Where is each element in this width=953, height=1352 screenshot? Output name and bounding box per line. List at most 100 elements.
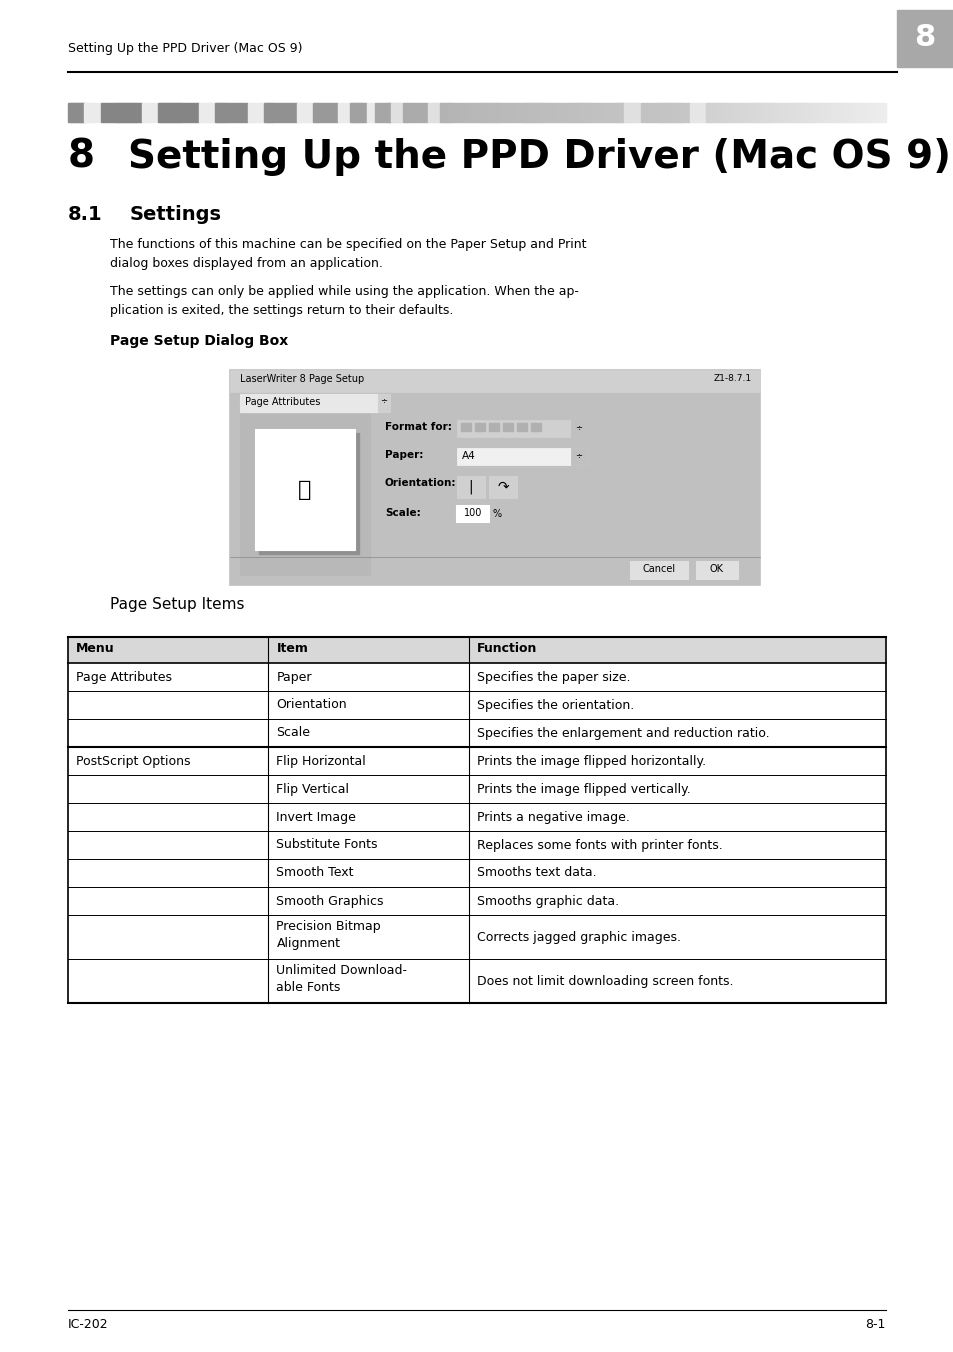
Bar (531, 423, 540, 431)
Bar (141, 103, 144, 122)
Bar (382, 103, 385, 122)
Bar (127, 103, 130, 122)
Bar (558, 103, 560, 122)
Text: LaserWriter 8 Page Setup: LaserWriter 8 Page Setup (240, 375, 364, 384)
Bar (597, 103, 599, 122)
Bar (896, 9, 953, 68)
Bar (516, 103, 517, 122)
Bar (599, 103, 601, 122)
Bar (521, 103, 524, 122)
Text: ÷: ÷ (380, 396, 387, 406)
Bar (362, 103, 365, 122)
Bar (432, 103, 435, 122)
Bar (603, 103, 606, 122)
Bar (750, 103, 753, 122)
Bar (337, 103, 340, 122)
Bar (812, 103, 814, 122)
Bar (89, 103, 91, 122)
Bar (628, 103, 630, 122)
Bar (881, 103, 883, 122)
Text: 100: 100 (463, 508, 481, 518)
Bar (375, 103, 376, 122)
Bar (262, 103, 265, 122)
Bar (268, 103, 271, 122)
Bar (534, 103, 537, 122)
Bar (456, 103, 458, 122)
Text: Corrects jagged graphic images.: Corrects jagged graphic images. (476, 930, 680, 944)
Bar (215, 103, 217, 122)
Bar (258, 433, 358, 554)
Bar (514, 103, 516, 122)
Bar (789, 103, 792, 122)
Bar (74, 103, 76, 122)
Bar (571, 103, 573, 122)
Text: Setting Up the PPD Driver (Mac OS 9): Setting Up the PPD Driver (Mac OS 9) (68, 42, 302, 55)
Bar (730, 103, 732, 122)
Bar (530, 103, 532, 122)
Bar (135, 103, 138, 122)
Bar (573, 103, 575, 122)
Bar (92, 103, 95, 122)
Text: Paper: Paper (276, 671, 312, 684)
Bar (668, 103, 671, 122)
Bar (230, 103, 232, 122)
Text: Substitute Fonts: Substitute Fonts (276, 838, 377, 852)
Bar (193, 103, 195, 122)
Bar (701, 103, 703, 122)
Bar (221, 103, 224, 122)
Bar (194, 103, 197, 122)
Bar (446, 103, 449, 122)
Bar (466, 103, 469, 122)
Bar (389, 103, 391, 122)
Bar (726, 103, 728, 122)
Bar (380, 103, 383, 122)
Bar (539, 103, 542, 122)
Bar (152, 103, 154, 122)
Bar (101, 103, 103, 122)
Bar (139, 103, 142, 122)
Bar (334, 103, 336, 122)
Bar (828, 103, 830, 122)
Bar (798, 103, 800, 122)
Bar (485, 103, 487, 122)
Bar (648, 103, 651, 122)
Bar (781, 103, 783, 122)
Bar (773, 103, 775, 122)
Bar (112, 103, 115, 122)
Bar (734, 103, 737, 122)
Bar (807, 103, 810, 122)
Bar (166, 103, 169, 122)
Bar (883, 103, 885, 122)
Text: Menu: Menu (76, 642, 114, 654)
Bar (144, 103, 146, 122)
Bar (132, 103, 133, 122)
Bar (846, 103, 849, 122)
Bar (399, 103, 401, 122)
Bar (450, 103, 453, 122)
Bar (766, 103, 769, 122)
Bar (235, 103, 238, 122)
Text: Scale: Scale (276, 726, 310, 740)
Bar (396, 103, 399, 122)
Bar (528, 103, 530, 122)
Bar (875, 103, 878, 122)
Bar (769, 103, 771, 122)
Bar (680, 103, 683, 122)
Text: Orientation:: Orientation: (385, 479, 456, 488)
Bar (503, 103, 506, 122)
Bar (632, 103, 635, 122)
Bar (123, 103, 126, 122)
Bar (728, 103, 730, 122)
Bar (832, 103, 835, 122)
Bar (87, 103, 89, 122)
Bar (346, 103, 348, 122)
Bar (305, 103, 308, 122)
Bar (787, 103, 789, 122)
Bar (554, 103, 557, 122)
Bar (117, 103, 119, 122)
Text: %: % (493, 508, 501, 519)
Bar (158, 103, 160, 122)
Bar (511, 103, 514, 122)
Bar (732, 103, 735, 122)
Bar (94, 103, 97, 122)
